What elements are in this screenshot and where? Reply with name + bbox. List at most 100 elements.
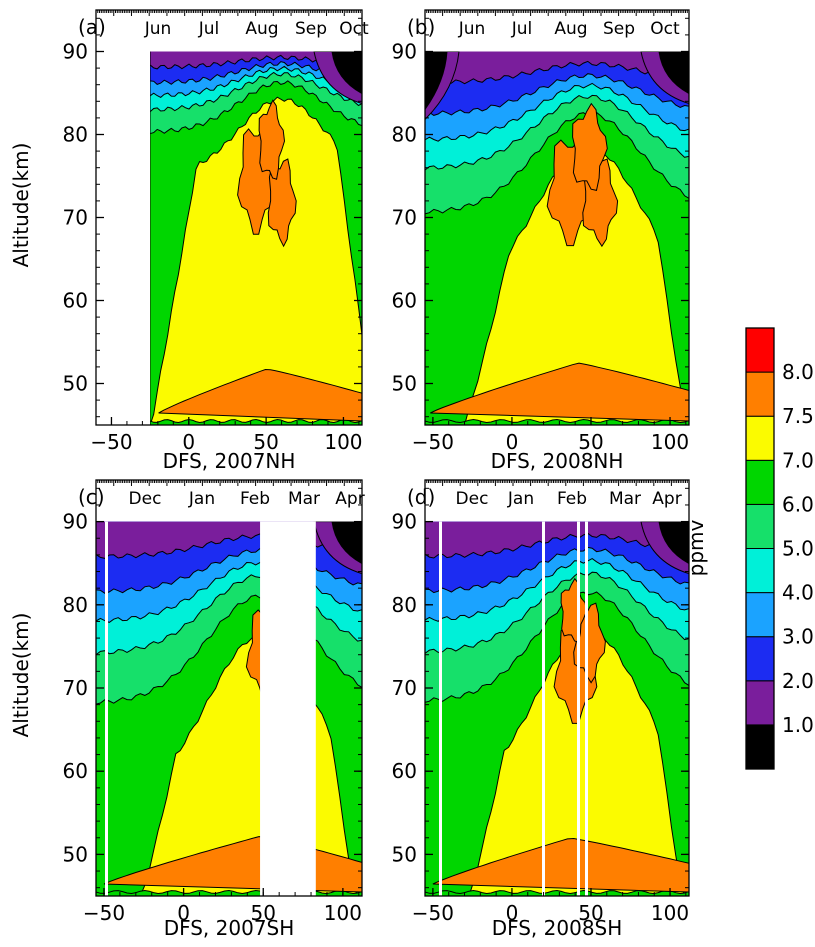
month-label: Jan <box>188 489 215 509</box>
x-axis-title-c: DFS, 2007SH <box>164 916 295 940</box>
y-tick-label: 50 <box>63 842 88 866</box>
y-tick-label: 60 <box>63 289 88 313</box>
data-gap <box>260 521 316 896</box>
y-tick-label: 60 <box>392 759 417 783</box>
month-label: Jul <box>511 19 533 39</box>
top-ticks <box>424 480 690 486</box>
y-tick-label: 80 <box>63 123 88 147</box>
x-tick-label: 50 <box>578 901 603 925</box>
y-tick-label: 80 <box>63 593 88 617</box>
colorbar-swatch <box>745 592 775 638</box>
month-label: Feb <box>557 489 587 509</box>
black-corner <box>658 51 689 95</box>
orange-lower-lobe <box>430 362 689 422</box>
colorbar-swatch <box>745 459 775 505</box>
x-tick-label: 0 <box>506 430 519 454</box>
x-tick-label: −50 <box>90 430 132 454</box>
x-tick-label: 100 <box>324 430 362 454</box>
x-axis-title-b: DFS, 2008NH <box>491 449 624 473</box>
y-axis-title-c: Altitude(km) <box>9 613 33 738</box>
colorbar-swatch <box>745 680 775 726</box>
y-tick-label: 90 <box>63 40 88 64</box>
x-axis-title-d: DFS, 2008SH <box>492 916 623 940</box>
month-label: Feb <box>240 489 270 509</box>
month-label: Oct <box>339 19 369 39</box>
bottom-green-band <box>150 418 362 425</box>
colorbar-swatch <box>745 371 775 417</box>
orange-lower-lobe <box>432 837 689 893</box>
panel-a: (a) Jun Jul Aug Sep Oct Altitude(km) DFS… <box>9 9 369 473</box>
y-tick-label: 70 <box>63 206 88 230</box>
month-label: Jan <box>507 489 534 509</box>
panel-label-a: (a) <box>78 15 106 39</box>
panel-label-b: (b) <box>407 15 435 39</box>
data-gap-line <box>542 521 545 896</box>
x-tick-label: 100 <box>651 901 689 925</box>
month-label: Jun <box>458 19 486 39</box>
y-tick-label: 70 <box>392 676 417 700</box>
y-tick-label: 50 <box>392 372 417 396</box>
x-axis-title-a: DFS, 2007NH <box>163 449 296 473</box>
y-tick-label: 70 <box>392 206 417 230</box>
black-corner <box>331 51 362 95</box>
y-tick-label: 90 <box>392 40 417 64</box>
panel-c: (c) Dec Jan Feb Mar Apr Altitude(km) DFS… <box>9 479 365 940</box>
month-labels-a: Jun Jul Aug Sep Oct <box>144 19 369 39</box>
colorbar-label: 5.0 <box>782 537 814 561</box>
y-tick-label: 60 <box>392 289 417 313</box>
y-tick-label: 80 <box>392 593 417 617</box>
colorbar-swatch <box>745 636 775 682</box>
month-label: Oct <box>650 19 680 39</box>
black-corner <box>331 521 362 565</box>
x-tick-label: 100 <box>324 901 362 925</box>
colorbar-frame <box>745 327 775 770</box>
contour-field <box>425 521 689 896</box>
x-tick-label: 0 <box>506 901 519 925</box>
month-label: Mar <box>288 489 320 509</box>
orange-upper-blob <box>258 99 286 180</box>
colorbar-label: 1.0 <box>782 713 814 737</box>
colorbar: ppmv 1.0 2.0 3.0 4.0 5.0 6.0 7.0 7.5 8.0 <box>684 327 814 770</box>
colorbar-label: 7.0 <box>782 448 814 472</box>
month-labels-d: Dec Jan Feb Mar Apr <box>456 489 682 509</box>
top-ticks <box>95 480 363 486</box>
month-label: Apr <box>652 489 681 509</box>
y-tick-label: 60 <box>63 759 88 783</box>
x-tick-label: 50 <box>253 430 278 454</box>
month-label: Aug <box>245 19 278 39</box>
data-gap-line <box>439 521 442 896</box>
panel-label-d: (d) <box>407 485 435 509</box>
y-tick-label: 90 <box>63 510 88 534</box>
month-labels-c: Dec Jan Feb Mar Apr <box>129 489 365 509</box>
colorbar-label: 4.0 <box>782 581 814 605</box>
y-tick-label: 90 <box>392 510 417 534</box>
y-tick-label: 80 <box>392 123 417 147</box>
panel-d: (d) Dec Jan Feb Mar Apr DFS, 2008SH −50 0… <box>392 479 690 940</box>
colorbar-label: 8.0 <box>782 360 814 384</box>
data-gap-line <box>577 521 580 896</box>
data-gap-line <box>105 521 108 896</box>
top-ticks <box>424 10 690 16</box>
contour-field <box>150 51 362 425</box>
month-label: Jun <box>144 19 172 39</box>
month-label: Dec <box>129 489 162 509</box>
x-tick-label: 50 <box>251 901 276 925</box>
colorbar-swatch <box>745 415 775 461</box>
orange-lower-lobe <box>158 368 362 422</box>
colorbar-swatch <box>745 548 775 594</box>
contour-field <box>425 51 689 425</box>
colorbar-label: 3.0 <box>782 625 814 649</box>
contour-field <box>96 521 362 896</box>
x-tick-label: −50 <box>412 430 454 454</box>
x-tick-label: 100 <box>651 430 689 454</box>
colorbar-label: 2.0 <box>782 669 814 693</box>
month-labels-b: Jun Jul Aug Sep Oct <box>458 19 680 39</box>
contour-band-0 <box>150 51 362 425</box>
y-tick-label: 50 <box>392 842 417 866</box>
colorbar-title: ppmv <box>684 519 708 576</box>
colorbar-label: 7.5 <box>782 404 814 428</box>
month-label: Dec <box>456 489 489 509</box>
colorbar-label: 6.0 <box>782 492 814 516</box>
x-tick-label: 0 <box>177 901 190 925</box>
data-gap-line <box>585 521 588 896</box>
